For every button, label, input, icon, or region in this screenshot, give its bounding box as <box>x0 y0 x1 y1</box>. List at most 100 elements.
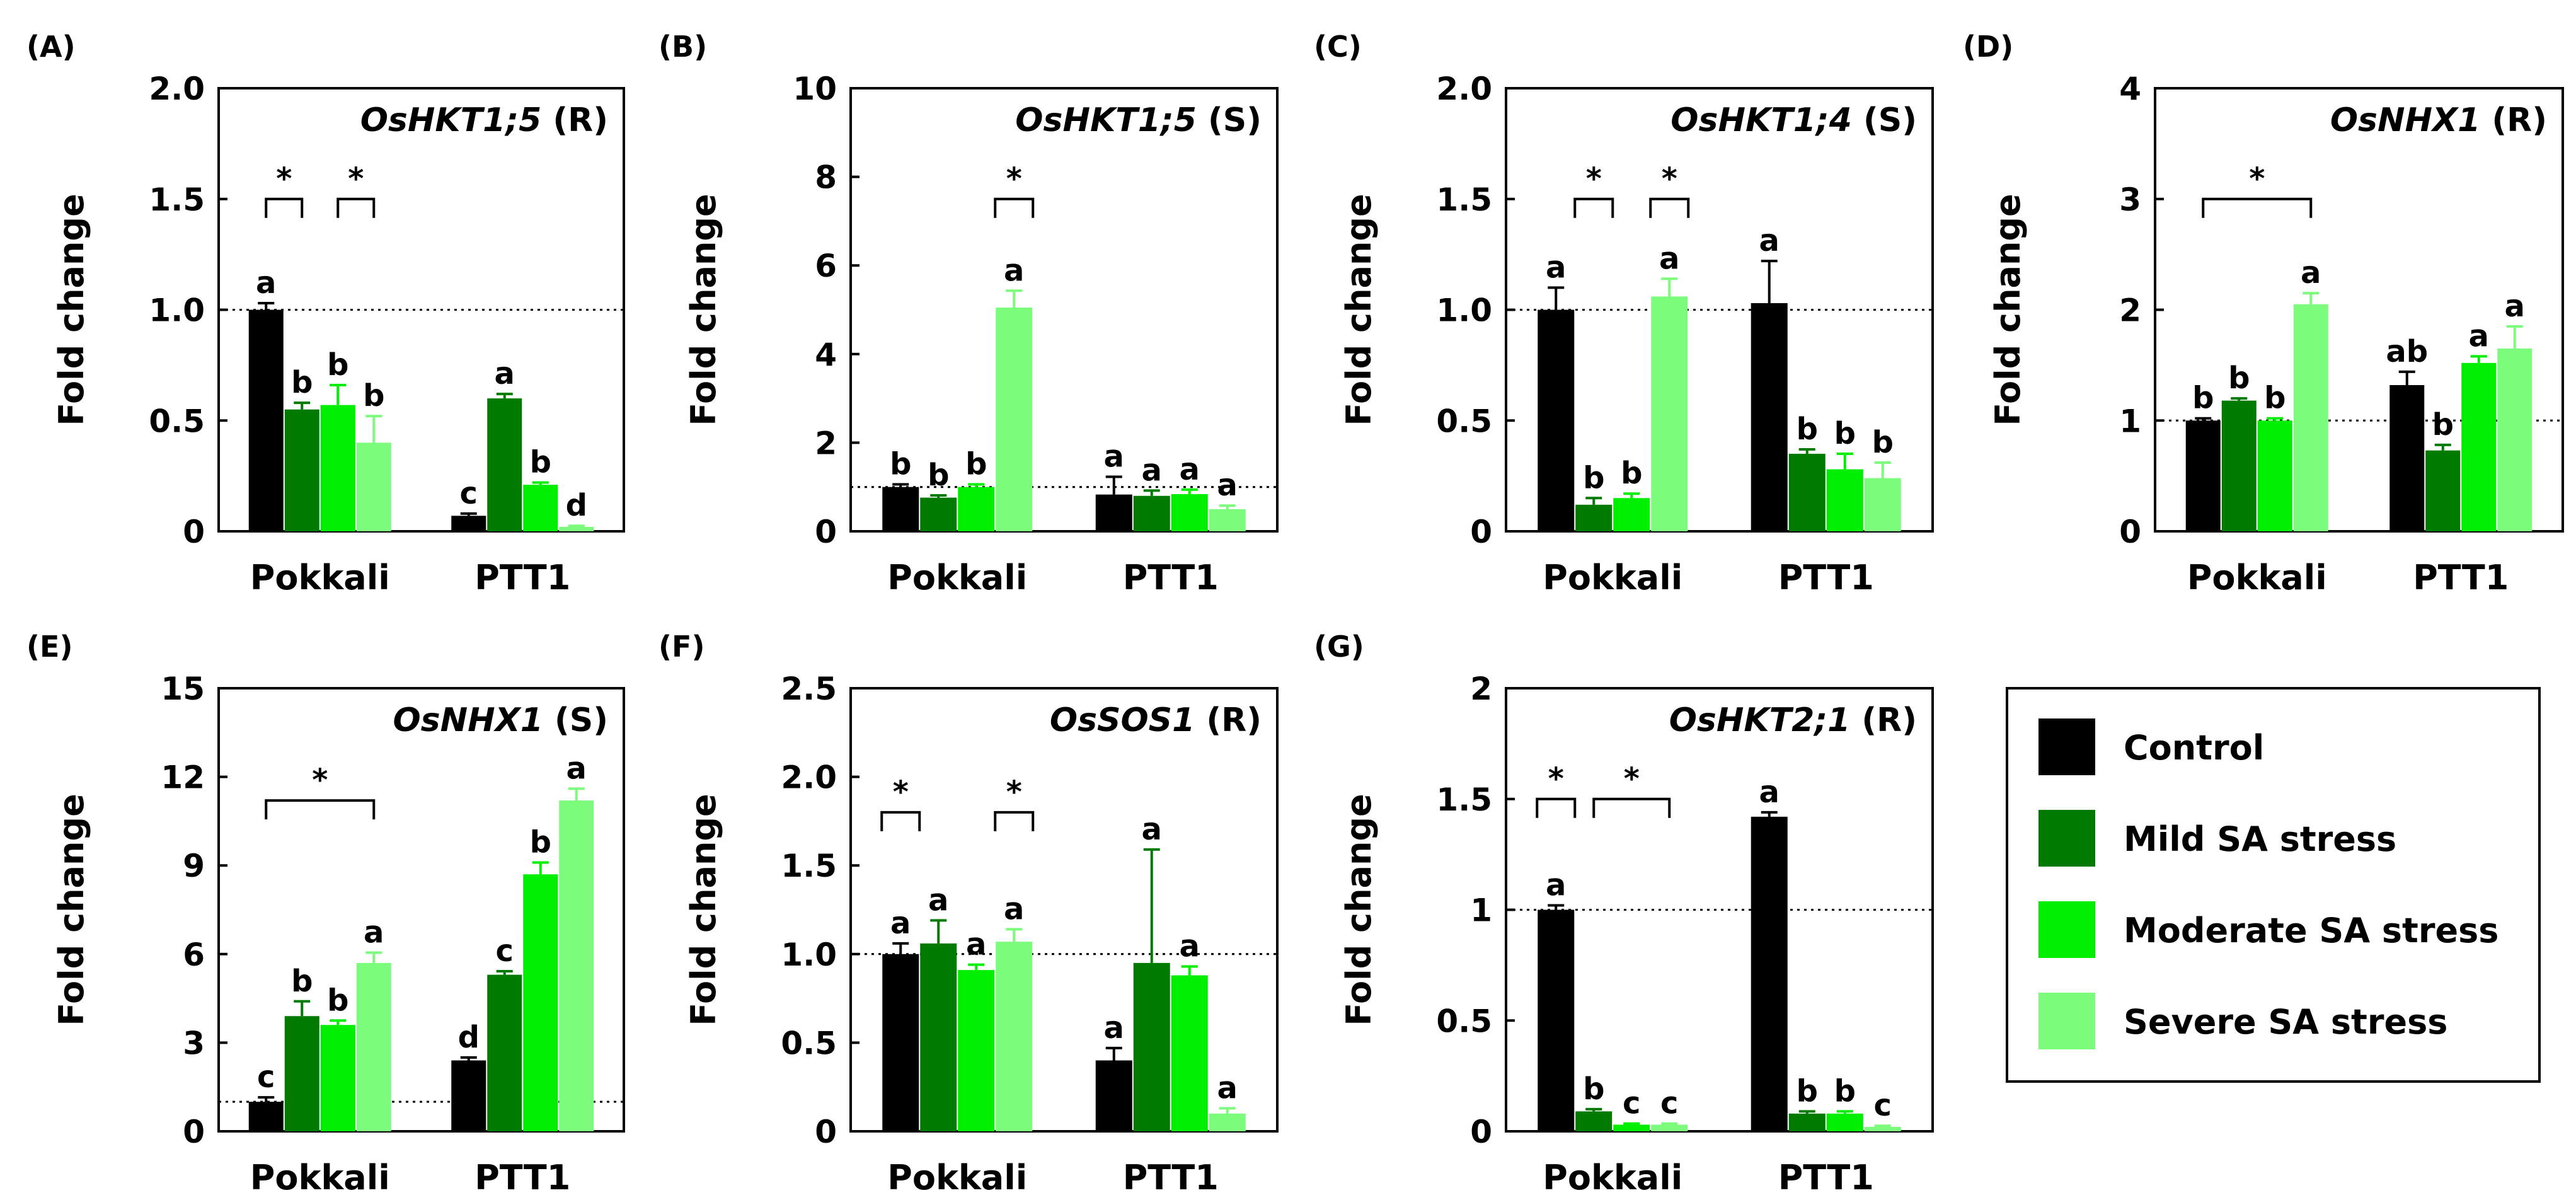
y-tick-label: 3 <box>2119 182 2141 218</box>
chart-title: OsSOS1 (R) <box>1050 701 1262 739</box>
panels: (A) 0 0.5 1.0 1.5 2.0 Fold change OsHKT1;5 (R) P… <box>26 30 2564 1197</box>
significance-bracket <box>994 197 1035 218</box>
significance-letter: b <box>530 825 551 860</box>
y-tick-label: 0 <box>2119 514 2141 550</box>
bar-mild-sa-stress <box>487 398 522 531</box>
y-tick-label: 1.0 <box>781 937 837 973</box>
significance-letter: b <box>2264 381 2286 416</box>
x-category-label: PTT1 <box>1778 558 1874 597</box>
significance-letter: c <box>1623 1086 1640 1121</box>
legend-label: Severe SA stress <box>2124 1002 2447 1042</box>
y-tick-label: 0 <box>183 1114 205 1150</box>
x-category-label: PTT1 <box>2413 558 2509 597</box>
significance-letter: a <box>1142 453 1162 488</box>
chart-panel-2: (B) 0 2 4 6 8 10 Fold change OsHKT1;5 (S) Pokkali… <box>658 30 1279 597</box>
bar-control <box>1751 816 1788 1131</box>
y-tick-label: 0 <box>815 514 837 550</box>
significance-star: * <box>1624 761 1640 797</box>
significance-letter: a <box>364 914 384 950</box>
significance-letter: b <box>1797 412 1818 447</box>
significance-letter: a <box>1759 775 1780 810</box>
significance-star: * <box>276 161 292 197</box>
significance-star: * <box>1548 761 1564 797</box>
bar-severe-sa-stress <box>1651 296 1688 531</box>
significance-bracket <box>1592 797 1671 818</box>
significance-letter: a <box>1104 1010 1124 1046</box>
tissue-label: (R) <box>2480 101 2547 139</box>
tissue-label: (S) <box>543 701 608 739</box>
y-axis-title: Fold change <box>52 793 91 1025</box>
y-axis-title: Fold change <box>1339 193 1379 425</box>
bar-mild-sa-stress <box>1133 962 1170 1131</box>
y-tick-label: 0 <box>1470 1114 1492 1150</box>
significance-letter: a <box>1217 468 1238 503</box>
significance-letter: b <box>1797 1073 1818 1109</box>
plot-frame <box>849 87 1279 533</box>
y-tick-label: 3 <box>183 1025 205 1061</box>
significance-letter: a <box>1180 452 1200 487</box>
gene-name: OsHKT1;5 <box>360 101 542 139</box>
bar-control <box>2185 420 2221 531</box>
bar-mild-sa-stress <box>284 1016 319 1131</box>
significance-letter: a <box>2469 318 2489 354</box>
significance-letter: d <box>566 488 587 523</box>
bar-moderate-sa-stress <box>1171 975 1208 1131</box>
y-tick-label: 1.5 <box>1436 782 1492 818</box>
panel-label: (D) <box>1963 30 2013 64</box>
significance-letter: b <box>928 458 949 493</box>
y-tick-label: 4 <box>2119 71 2141 107</box>
bar-moderate-sa-stress <box>1826 469 1863 531</box>
bar-mild-sa-stress <box>1788 1113 1826 1131</box>
significance-letter: ab <box>2386 334 2428 369</box>
legend-label: Control <box>2124 728 2264 768</box>
significance-letter: a <box>1180 928 1200 964</box>
significance-letter: b <box>327 347 348 383</box>
significance-letter: b <box>1834 1073 1856 1109</box>
significance-letter: b <box>1834 416 1856 451</box>
y-tick-label: 2.5 <box>781 671 837 707</box>
panel-label: (E) <box>26 630 72 664</box>
y-tick-label: 12 <box>161 759 205 796</box>
chart-title: OsNHX1 (S) <box>393 701 608 739</box>
legend-swatch <box>2038 993 2095 1049</box>
significance-letter: b <box>291 365 313 400</box>
chart-panel-4: (D) 0 1 2 3 4 Fold change OsNHX1 (R) Pokkali PTT1… <box>1963 30 2564 597</box>
bar-control <box>1751 303 1788 531</box>
significance-bracket <box>1573 197 1614 218</box>
legend: Control Mild SA stress Moderate SA stress S… <box>2006 687 2541 1083</box>
x-category-label: Pokkali <box>1543 1158 1682 1197</box>
y-axis-title: Fold change <box>52 193 91 425</box>
y-tick-label: 6 <box>183 937 205 973</box>
y-tick-label: 1.0 <box>149 292 205 329</box>
x-category-label: Pokkali <box>887 1158 1027 1197</box>
x-category-label: PTT1 <box>1123 558 1219 597</box>
significance-star: * <box>1662 161 1677 197</box>
y-tick-label: 0 <box>183 514 205 550</box>
tissue-label: (R) <box>541 101 608 139</box>
y-tick-label: 1 <box>1470 892 1492 929</box>
y-tick-label: 0 <box>1470 514 1492 550</box>
significance-bracket <box>880 811 921 831</box>
significance-letter: a <box>256 265 276 301</box>
bar-severe-sa-stress <box>996 942 1033 1131</box>
significance-star: * <box>312 763 328 798</box>
significance-bracket <box>994 811 1035 831</box>
bar-severe-sa-stress <box>996 307 1033 531</box>
significance-letter: b <box>1872 425 1894 460</box>
x-category-label: PTT1 <box>474 558 570 597</box>
significance-star: * <box>1006 161 1022 197</box>
legend-swatch <box>2038 810 2095 867</box>
significance-letter: d <box>458 1020 480 1055</box>
bar-severe-sa-stress <box>356 442 391 531</box>
gene-name: OsNHX1 <box>393 701 543 739</box>
bar-severe-sa-stress <box>1209 509 1246 531</box>
bar-severe-sa-stress <box>559 526 594 531</box>
significance-letter: b <box>291 964 313 999</box>
significance-star: * <box>1586 161 1602 197</box>
significance-star: * <box>1006 775 1022 810</box>
bar-control <box>1538 309 1575 531</box>
bar-control <box>882 487 919 531</box>
y-tick-label: 0 <box>815 1114 837 1150</box>
plot-frame <box>217 687 625 1133</box>
